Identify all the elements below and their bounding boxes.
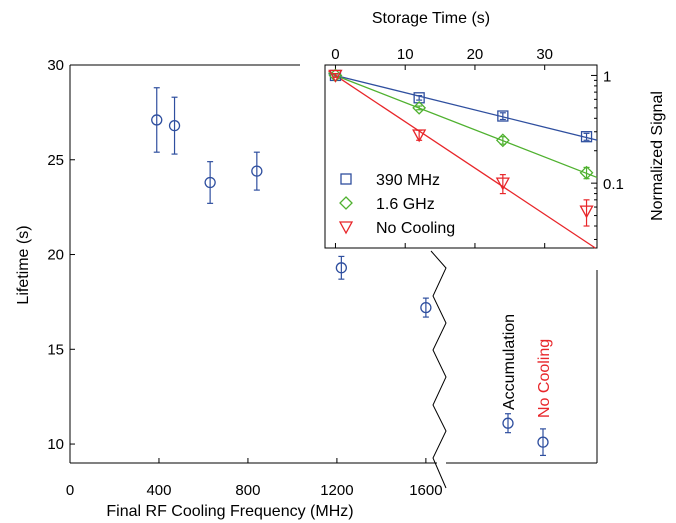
side-point-marker bbox=[502, 417, 514, 429]
inset-point-marker bbox=[412, 100, 427, 115]
inset-x-tick-label: 10 bbox=[397, 46, 414, 63]
inset-point-marker bbox=[580, 131, 593, 143]
main-points bbox=[151, 87, 432, 318]
inset-point-marker bbox=[497, 110, 509, 122]
legend-label: 390 MHz bbox=[376, 172, 440, 189]
inset-fit-line bbox=[328, 72, 598, 179]
main-y-tick-label: 15 bbox=[47, 341, 64, 358]
main-y-tick-label: 25 bbox=[47, 152, 64, 169]
main-x-tick-label: 1200 bbox=[320, 482, 353, 499]
side-plot: Accumulation No Cooling bbox=[446, 270, 598, 464]
inset-x-tick-label: 20 bbox=[467, 46, 484, 63]
inset-fit-line bbox=[328, 70, 596, 249]
side-label-no-cooling: No Cooling bbox=[536, 339, 553, 418]
legend-marker bbox=[340, 173, 352, 185]
legend-label: No Cooling bbox=[376, 220, 455, 237]
inset-point-marker bbox=[579, 205, 594, 219]
main-x-tick-label: 1600 bbox=[409, 482, 442, 499]
main-point-marker bbox=[420, 301, 432, 314]
inset-fit-lines bbox=[328, 70, 598, 249]
inset-legend: 390 MHz 1.6 GHz No Cooling bbox=[338, 172, 455, 237]
main-point-marker bbox=[151, 114, 163, 126]
inset-point-marker bbox=[495, 133, 510, 148]
main-x-tick-label: 0 bbox=[66, 482, 74, 499]
main-y-label: Lifetime (s) bbox=[15, 225, 32, 304]
side-label-accumulation: Accumulation bbox=[501, 314, 518, 410]
inset-y-label: Normalized Signal bbox=[649, 91, 666, 221]
axis-break-zigzag bbox=[430, 250, 447, 489]
inset-fit-line bbox=[328, 73, 598, 141]
inset-y-tick-label: 1 bbox=[603, 68, 611, 85]
main-y-tick-label: 10 bbox=[47, 436, 64, 453]
inset-ticks: 0 10 20 30 1 0.1 bbox=[331, 46, 624, 248]
side-point-marker bbox=[537, 436, 549, 448]
main-ticks: 0 400 800 1200 1600 10 15 20 25 30 bbox=[47, 57, 442, 499]
main-x-tick-label: 800 bbox=[235, 482, 260, 499]
side-points bbox=[502, 413, 549, 457]
main-point-marker bbox=[251, 165, 263, 177]
main-y-tick-label: 30 bbox=[47, 57, 64, 74]
legend-marker bbox=[338, 221, 354, 235]
inset-frame bbox=[324, 64, 598, 249]
inset-y-tick-label: 0.1 bbox=[603, 176, 624, 193]
main-point-marker bbox=[204, 176, 216, 189]
inset-point-marker bbox=[579, 165, 594, 180]
inset-points bbox=[328, 68, 594, 227]
inset-point-marker bbox=[412, 129, 427, 143]
legend-marker bbox=[339, 196, 353, 210]
inset-x-tick-label: 0 bbox=[331, 46, 339, 63]
main-y-tick-label: 20 bbox=[47, 247, 64, 264]
inset-x-tick-label: 30 bbox=[536, 46, 553, 63]
inset-plot: 0 10 20 30 1 0.1 390 MHz 1.6 GHz No Cooling Sto… bbox=[324, 10, 666, 249]
inset-point-marker bbox=[495, 177, 510, 191]
legend-label: 1.6 GHz bbox=[376, 196, 435, 213]
main-x-tick-label: 400 bbox=[146, 482, 171, 499]
inset-x-label: Storage Time (s) bbox=[372, 10, 490, 27]
main-x-label: Final RF Cooling Frequency (MHz) bbox=[106, 503, 353, 520]
main-plot: 0 400 800 1200 1600 10 15 20 25 30 Final RF Cooli… bbox=[15, 57, 443, 520]
main-point-marker bbox=[168, 119, 181, 132]
inset-point-marker bbox=[328, 69, 343, 83]
main-point-marker bbox=[335, 262, 348, 274]
inset-point-marker bbox=[413, 92, 425, 104]
